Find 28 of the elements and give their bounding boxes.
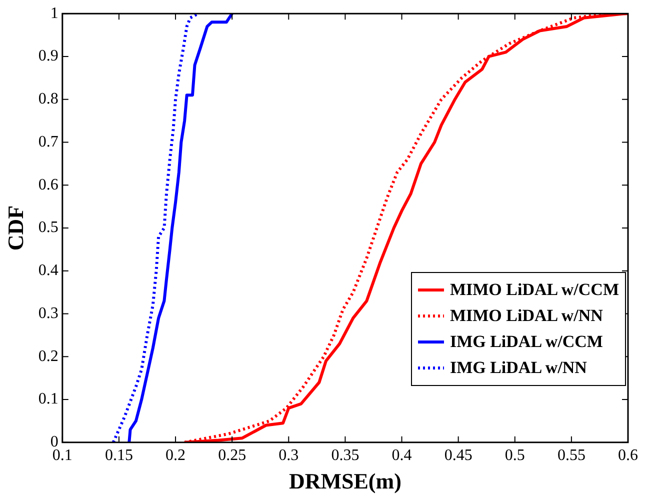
legend-label: IMG LiDAL w/CCM	[450, 331, 603, 354]
x-axis-title: DRMSE(m)	[288, 468, 402, 494]
y-tick-label: 0.4	[38, 262, 58, 280]
x-tick-label: 0.15	[104, 447, 133, 464]
x-tick-label: 0.55	[557, 447, 586, 464]
x-tick-label: 0.2	[166, 447, 186, 464]
y-tick-label: 0.3	[38, 304, 58, 322]
y-tick-label: 1	[50, 4, 58, 22]
y-tick-label: 0.2	[38, 348, 58, 365]
y-tick-label: 0.5	[38, 219, 58, 236]
x-tick-label: 0.45	[444, 447, 472, 464]
y-tick-label: 0.6	[38, 176, 58, 194]
y-tick-label: 0	[50, 434, 58, 451]
x-tick-label: 0.35	[331, 447, 360, 464]
x-tick-label: 0.4	[392, 447, 412, 464]
x-tick-label: 0.3	[278, 447, 299, 464]
y-tick-label: 0.7	[38, 133, 58, 150]
y-axis-title: CDF	[2, 205, 28, 251]
y-tick-label: 0.1	[38, 390, 58, 408]
line-series	[112, 14, 200, 442]
legend-label: MIMO LiDAL w/CCM	[450, 279, 619, 302]
legend-label: IMG LiDAL w/NN	[450, 357, 587, 380]
y-tick-label: 0.9	[38, 48, 58, 65]
x-tick-label: 0.25	[218, 447, 246, 464]
legend-label: MIMO LiDAL w/NN	[450, 305, 603, 328]
y-tick-label: 0.8	[38, 90, 58, 108]
x-tick-label: 0.5	[504, 447, 525, 464]
x-tick-label: 0.6	[618, 447, 638, 464]
